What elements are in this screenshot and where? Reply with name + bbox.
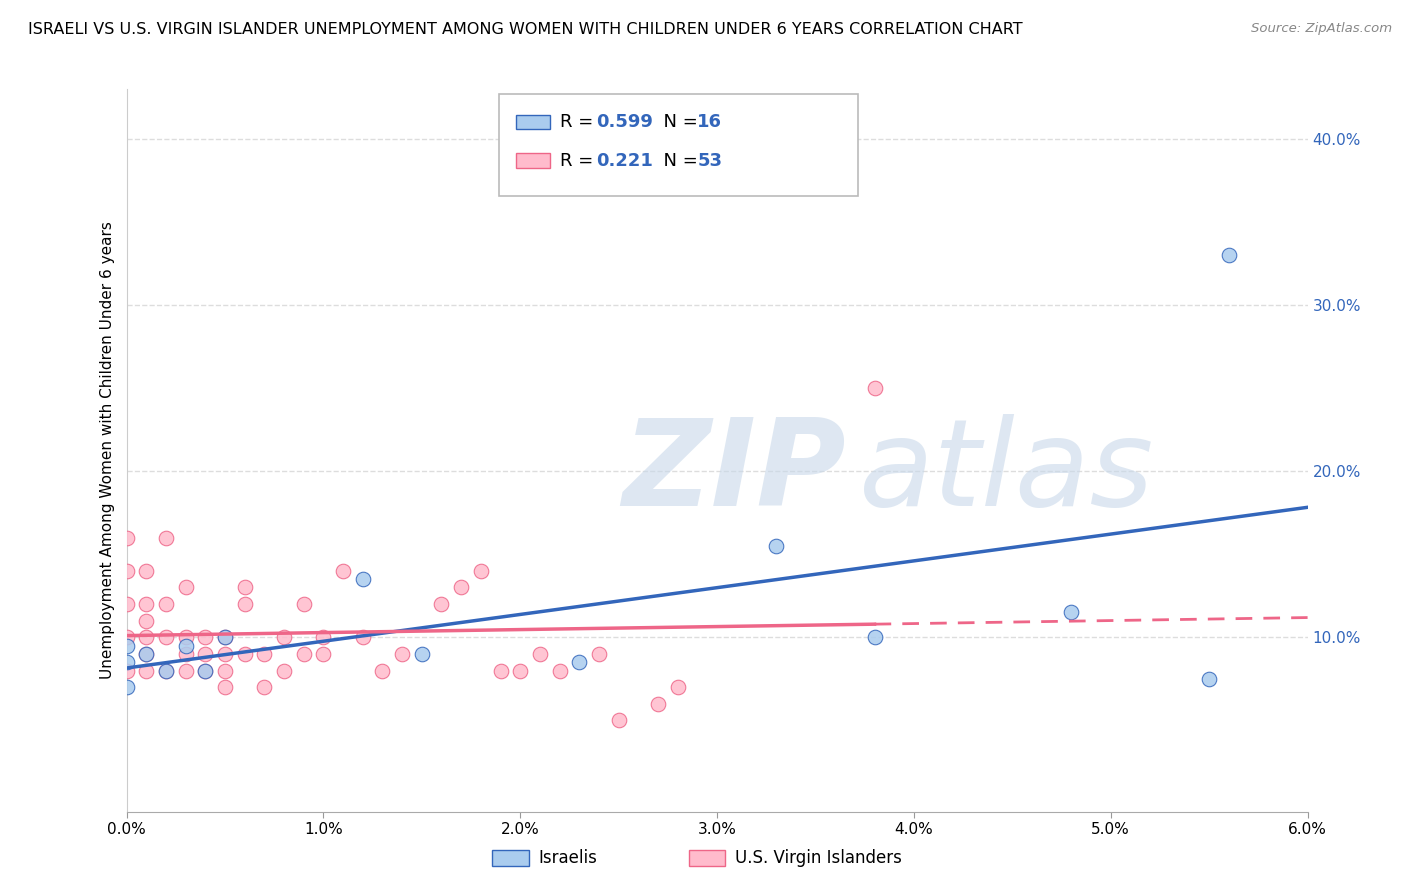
- Point: [115, 531, 138, 545]
- Point: [312, 630, 335, 644]
- Point: [155, 664, 177, 678]
- Point: [174, 664, 197, 678]
- Point: [135, 664, 157, 678]
- Point: [135, 630, 157, 644]
- Point: [273, 664, 295, 678]
- Point: [214, 647, 236, 661]
- Point: [155, 630, 177, 644]
- Text: Source: ZipAtlas.com: Source: ZipAtlas.com: [1251, 22, 1392, 36]
- Point: [371, 664, 394, 678]
- Point: [135, 647, 157, 661]
- Point: [332, 564, 354, 578]
- Point: [312, 647, 335, 661]
- Text: Israelis: Israelis: [538, 849, 598, 867]
- Point: [174, 639, 197, 653]
- Point: [174, 647, 197, 661]
- Point: [391, 647, 413, 661]
- Text: N =: N =: [652, 113, 704, 131]
- Point: [194, 630, 217, 644]
- Text: N =: N =: [652, 152, 704, 169]
- Point: [155, 664, 177, 678]
- Point: [135, 597, 157, 611]
- Point: [568, 655, 591, 669]
- Point: [135, 564, 157, 578]
- Text: 16: 16: [697, 113, 723, 131]
- Point: [253, 680, 276, 694]
- Point: [135, 647, 157, 661]
- Point: [765, 539, 787, 553]
- Point: [352, 630, 374, 644]
- Point: [470, 564, 492, 578]
- Text: 0.221: 0.221: [596, 152, 652, 169]
- Point: [115, 680, 138, 694]
- Point: [233, 597, 256, 611]
- Point: [1218, 248, 1240, 262]
- Point: [214, 664, 236, 678]
- Text: R =: R =: [560, 152, 599, 169]
- Point: [430, 597, 453, 611]
- Point: [214, 680, 236, 694]
- Point: [273, 630, 295, 644]
- Point: [174, 581, 197, 595]
- Point: [863, 381, 886, 395]
- Point: [1060, 606, 1083, 620]
- Point: [115, 664, 138, 678]
- Text: U.S. Virgin Islanders: U.S. Virgin Islanders: [735, 849, 903, 867]
- Point: [135, 614, 157, 628]
- Point: [233, 581, 256, 595]
- Point: [1198, 672, 1220, 686]
- Point: [253, 647, 276, 661]
- Point: [115, 630, 138, 644]
- Point: [214, 630, 236, 644]
- Point: [607, 714, 630, 728]
- Point: [529, 647, 551, 661]
- Text: 53: 53: [697, 152, 723, 169]
- Point: [292, 597, 315, 611]
- Point: [588, 647, 610, 661]
- Point: [411, 647, 433, 661]
- Point: [292, 647, 315, 661]
- Text: ISRAELI VS U.S. VIRGIN ISLANDER UNEMPLOYMENT AMONG WOMEN WITH CHILDREN UNDER 6 Y: ISRAELI VS U.S. VIRGIN ISLANDER UNEMPLOY…: [28, 22, 1022, 37]
- Point: [174, 630, 197, 644]
- Point: [509, 664, 531, 678]
- Point: [863, 630, 886, 644]
- Text: R =: R =: [560, 113, 599, 131]
- Point: [115, 597, 138, 611]
- Point: [194, 664, 217, 678]
- Point: [194, 647, 217, 661]
- Point: [155, 597, 177, 611]
- Point: [233, 647, 256, 661]
- Point: [666, 680, 689, 694]
- Text: atlas: atlas: [859, 414, 1154, 531]
- Point: [647, 697, 669, 711]
- Text: ZIP: ZIP: [623, 414, 846, 531]
- Point: [352, 572, 374, 586]
- Point: [115, 639, 138, 653]
- Point: [214, 630, 236, 644]
- Point: [194, 664, 217, 678]
- Point: [115, 655, 138, 669]
- Point: [548, 664, 571, 678]
- Y-axis label: Unemployment Among Women with Children Under 6 years: Unemployment Among Women with Children U…: [100, 221, 115, 680]
- Point: [115, 564, 138, 578]
- Point: [155, 531, 177, 545]
- Text: 0.599: 0.599: [596, 113, 652, 131]
- Point: [450, 581, 472, 595]
- Point: [489, 664, 512, 678]
